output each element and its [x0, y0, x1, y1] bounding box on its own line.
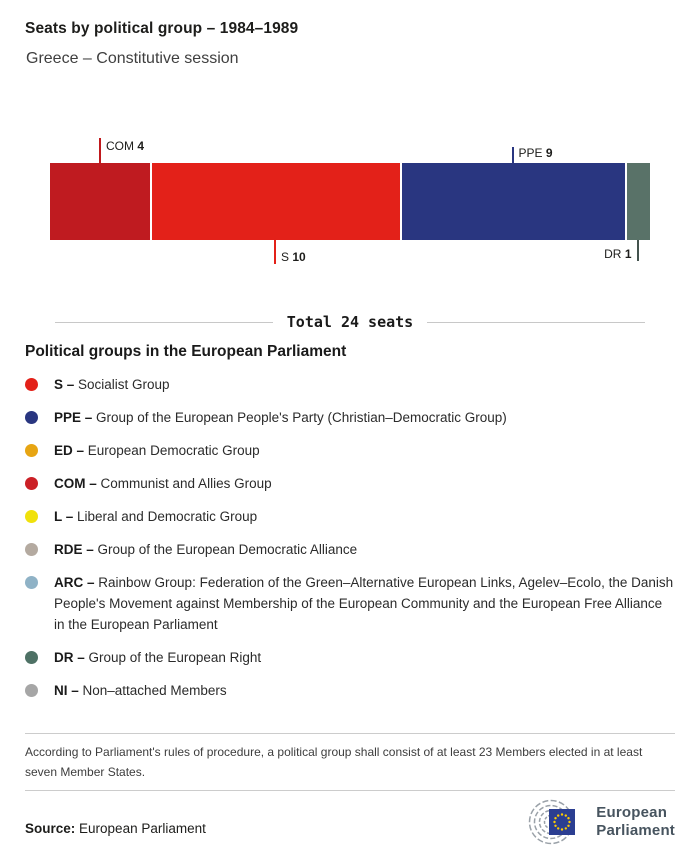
- legend-item-l: L – Liberal and Democratic Group: [25, 506, 675, 527]
- legend-item-rde: RDE – Group of the European Democratic A…: [25, 539, 675, 560]
- source-value: European Parliament: [79, 821, 206, 836]
- page-title: Seats by political group – 1984–1989: [25, 20, 299, 37]
- footnote-rule-top: [25, 733, 675, 734]
- callout-label-dr: DR 1: [604, 247, 632, 261]
- legend-label: L – Liberal and Democratic Group: [54, 509, 258, 524]
- legend-dot: [25, 510, 38, 523]
- ep-logo-wordmark: European Parliament: [596, 804, 675, 840]
- ep-logo-line1: European: [596, 804, 668, 821]
- footnote-text: According to Parliament's rules of proce…: [25, 745, 643, 779]
- legend-heading: Political groups in the European Parliam…: [25, 343, 347, 360]
- legend-label: S – Socialist Group: [54, 377, 170, 392]
- legend-dot: [25, 444, 38, 457]
- legend-label: PPE – Group of the European People's Par…: [54, 410, 507, 425]
- legend-item-ni: NI – Non–attached Members: [25, 680, 675, 701]
- bar-segment-com: [50, 163, 150, 240]
- bar-segment-ppe: [400, 163, 625, 240]
- legend-dot: [25, 651, 38, 664]
- source-label: Source:: [25, 821, 76, 836]
- callout-label-com: COM 4: [106, 139, 145, 153]
- legend-item-dr: DR – Group of the European Right: [25, 647, 675, 668]
- european-parliament-logo: European Parliament: [525, 797, 675, 847]
- ep-hemicycle-icon: [529, 799, 576, 845]
- callout-label-ppe: PPE 9: [518, 146, 553, 160]
- legend-item-com: COM – Communist and Allies Group: [25, 473, 675, 494]
- callout-tick-dr: [636, 240, 639, 261]
- bar-segment-s: [150, 163, 400, 240]
- eu-flag-stars: [553, 813, 571, 831]
- legend-label: ARC – Rainbow Group: Federation of the G…: [54, 575, 674, 632]
- legend-item-arc: ARC – Rainbow Group: Federation of the G…: [25, 572, 675, 635]
- legend-dot: [25, 477, 38, 490]
- legend-dot: [25, 543, 38, 556]
- legend-dot: [25, 576, 38, 589]
- divider-line-right: [427, 321, 645, 323]
- ep-logo-line2: Parliament: [596, 822, 675, 839]
- total-seats-divider: Total 24 seats: [55, 313, 645, 331]
- legend-label: DR – Group of the European Right: [54, 650, 262, 665]
- stacked-seat-bar: [50, 163, 650, 240]
- bar-segment-dr: [625, 163, 650, 240]
- legend-label: COM – Communist and Allies Group: [54, 476, 272, 491]
- legend-item-s: S – Socialist Group: [25, 374, 675, 395]
- divider-line-left: [55, 321, 273, 323]
- seats-chart: COM 4 S 10 PPE 9 DR 1: [50, 138, 650, 264]
- page-subtitle: Greece – Constitutive session: [26, 50, 239, 67]
- legend-label: NI – Non–attached Members: [54, 683, 227, 698]
- source-line: Source: European Parliament: [25, 821, 206, 836]
- legend-dot: [25, 684, 38, 697]
- callout-tick-ppe: [511, 147, 514, 163]
- legend-dot: [25, 378, 38, 391]
- total-seats-label: Total 24 seats: [286, 313, 414, 331]
- eu-flag-icon: [549, 809, 576, 835]
- legend-label: ED – European Democratic Group: [54, 443, 260, 458]
- legend-dot: [25, 411, 38, 424]
- callout-tick-s: [274, 240, 276, 264]
- footnote-rule-bottom: [25, 790, 675, 791]
- legend-item-ed: ED – European Democratic Group: [25, 440, 675, 461]
- legend-list: S – Socialist Group PPE – Group of the Eu…: [25, 374, 675, 713]
- legend-label: RDE – Group of the European Democratic A…: [54, 542, 358, 557]
- legend-item-ppe: PPE – Group of the European People's Par…: [25, 407, 675, 428]
- callout-tick-com: [99, 138, 101, 163]
- callout-label-s: S 10: [281, 250, 306, 264]
